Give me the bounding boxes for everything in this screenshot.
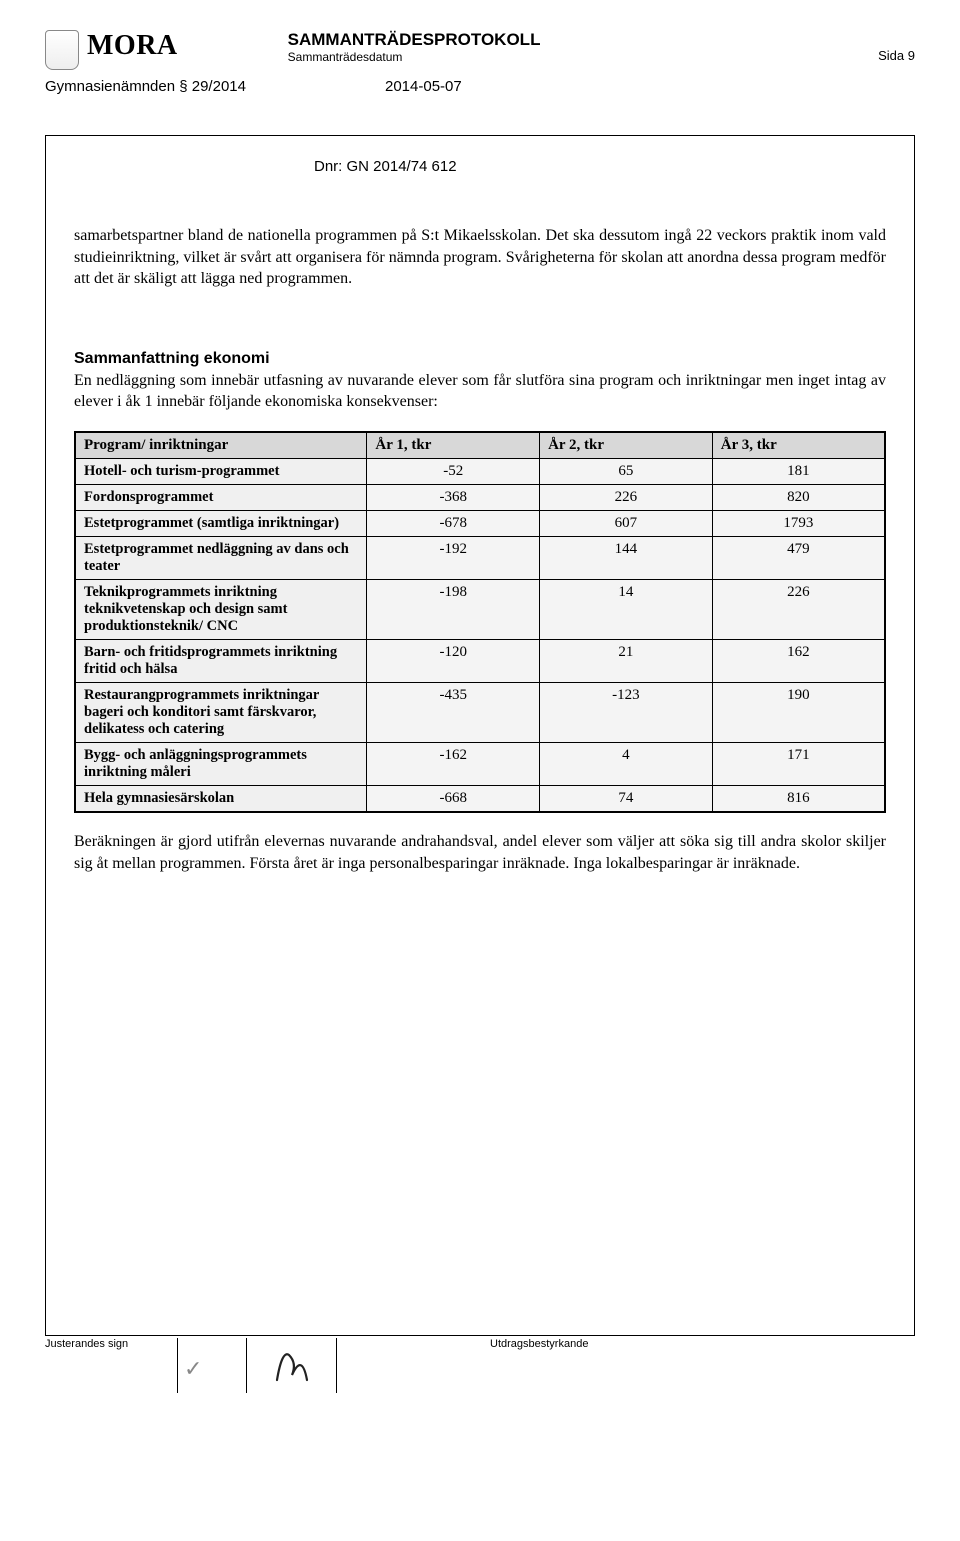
row-y3: 171 [712, 742, 885, 785]
table-row: Bygg- och anläggningsprogrammets inriktn… [75, 742, 885, 785]
row-y1: -162 [367, 742, 540, 785]
row-y2: 607 [540, 510, 713, 536]
doc-subtitle: Sammanträdesdatum [288, 50, 878, 64]
signature-box-2 [247, 1338, 337, 1393]
footer-sign-label: Justerandes sign [45, 1338, 185, 1350]
row-y3: 162 [712, 639, 885, 682]
section-heading-economy: Sammanfattning ekonomi [74, 350, 886, 368]
row-label: Teknikprogrammets inriktning teknikveten… [75, 579, 367, 639]
header-left: MORA [45, 30, 178, 70]
table-row: Estetprogrammet (samtliga inriktningar) … [75, 510, 885, 536]
row-y2: 14 [540, 579, 713, 639]
row-y2: 4 [540, 742, 713, 785]
row-y2: 21 [540, 639, 713, 682]
row-label: Restaurangprogrammets inriktningar bager… [75, 682, 367, 742]
row-label: Estetprogrammet (samtliga inriktningar) [75, 510, 367, 536]
content-frame: Dnr: GN 2014/74 612 samarbetspartner bla… [45, 135, 915, 1335]
col-year3: År 3, tkr [712, 432, 885, 459]
row-y1: -668 [367, 785, 540, 812]
committee-label: Gymnasienämnden § 29/2014 [45, 78, 385, 95]
row-label: Estetprogrammet nedläggning av dans och … [75, 536, 367, 579]
header-center: SAMMANTRÄDESPROTOKOLL Sammanträdesdatum [178, 30, 878, 64]
table-row: Barn- och fritidsprogrammets inriktning … [75, 639, 885, 682]
table-row: Hotell- och turism-programmet -52 65 181 [75, 458, 885, 484]
header-row: MORA SAMMANTRÄDESPROTOKOLL Sammanträdesd… [45, 30, 915, 70]
col-year1: År 1, tkr [367, 432, 540, 459]
row-y2: 65 [540, 458, 713, 484]
diary-number: Dnr: GN 2014/74 612 [74, 158, 886, 175]
row-y2: 226 [540, 484, 713, 510]
signature-1-icon: ✓ [178, 1338, 246, 1382]
meeting-date: 2014-05-07 [385, 78, 462, 95]
table-row: Teknikprogrammets inriktning teknikveten… [75, 579, 885, 639]
row-y2: 144 [540, 536, 713, 579]
row-label: Barn- och fritidsprogrammets inriktning … [75, 639, 367, 682]
row-y1: -198 [367, 579, 540, 639]
row-y3: 1793 [712, 510, 885, 536]
table-row: Hela gymnasiesärskolan -668 74 816 [75, 785, 885, 812]
table-header-row: Program/ inriktningar År 1, tkr År 2, tk… [75, 432, 885, 459]
subheader-row: Gymnasienämnden § 29/2014 2014-05-07 [45, 78, 915, 95]
row-y2: 74 [540, 785, 713, 812]
row-y1: -678 [367, 510, 540, 536]
row-y1: -368 [367, 484, 540, 510]
row-label: Fordonsprogrammet [75, 484, 367, 510]
col-year2: År 2, tkr [540, 432, 713, 459]
signature-box-1: ✓ [177, 1338, 247, 1393]
row-label: Hotell- och turism-programmet [75, 458, 367, 484]
org-name: MORA [87, 30, 178, 62]
mora-crest-icon [45, 30, 79, 70]
row-y3: 226 [712, 579, 885, 639]
table-row: Restaurangprogrammets inriktningar bager… [75, 682, 885, 742]
row-y1: -120 [367, 639, 540, 682]
doc-title: SAMMANTRÄDESPROTOKOLL [288, 30, 878, 50]
col-program: Program/ inriktningar [75, 432, 367, 459]
section-body-economy: En nedläggning som innebär utfasning av … [74, 370, 886, 413]
page-number: Sida 9 [878, 30, 915, 63]
row-label: Bygg- och anläggningsprogrammets inriktn… [75, 742, 367, 785]
footer-left: Justerandes sign ✓ [45, 1338, 480, 1393]
footer-row: Justerandes sign ✓ Utdragsbestyrkande [45, 1335, 915, 1393]
row-y1: -435 [367, 682, 540, 742]
row-y2: -123 [540, 682, 713, 742]
footer-right-label: Utdragsbestyrkande [480, 1338, 915, 1393]
row-y3: 820 [712, 484, 885, 510]
row-y3: 479 [712, 536, 885, 579]
table-footnote: Beräkningen är gjord utifrån elevernas n… [74, 831, 886, 874]
table-row: Fordonsprogrammet -368 226 820 [75, 484, 885, 510]
table-row: Estetprogrammet nedläggning av dans och … [75, 536, 885, 579]
row-label: Hela gymnasiesärskolan [75, 785, 367, 812]
row-y1: -192 [367, 536, 540, 579]
row-y1: -52 [367, 458, 540, 484]
row-y3: 190 [712, 682, 885, 742]
economy-table: Program/ inriktningar År 1, tkr År 2, tk… [74, 431, 886, 813]
body-paragraph-1: samarbetspartner bland de nationella pro… [74, 225, 886, 290]
row-y3: 816 [712, 785, 885, 812]
row-y3: 181 [712, 458, 885, 484]
signature-2-icon [267, 1345, 317, 1387]
